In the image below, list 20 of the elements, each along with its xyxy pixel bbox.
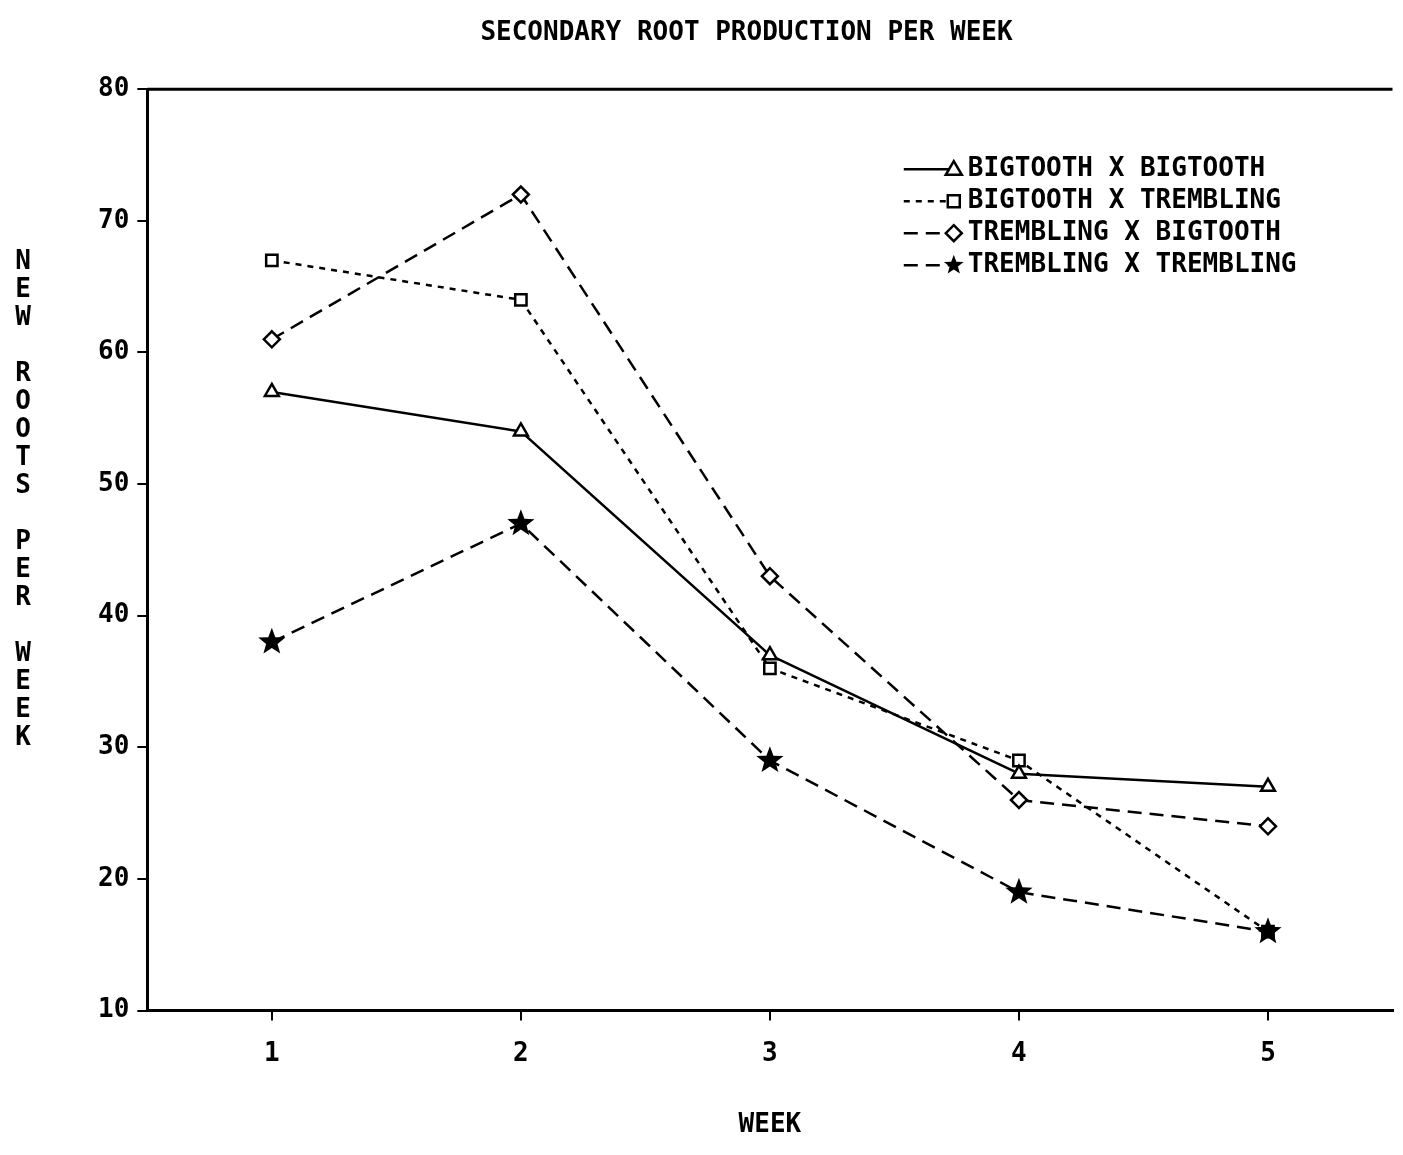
x-tick-label: 1: [264, 1036, 280, 1067]
legend-label: TREMBLING X BIGTOOTH: [967, 215, 1281, 246]
y-tick-label: 80: [97, 71, 130, 102]
chart-title: SECONDARY ROOT PRODUCTION PER WEEK: [480, 16, 1013, 47]
y-axis-title: NEW ROOTS PER WEEK: [8, 245, 38, 749]
y-tick-label: 60: [97, 335, 130, 366]
x-tick-label: 3: [762, 1036, 778, 1067]
y-tick-label: 30: [97, 730, 130, 761]
y-tick-label: 70: [97, 203, 130, 234]
legend-label: BIGTOOTH X BIGTOOTH: [967, 151, 1266, 182]
x-tick-label: 4: [1011, 1036, 1027, 1067]
y-tick-label: 10: [97, 993, 130, 1024]
x-axis-title: WEEK: [738, 1108, 802, 1139]
y-tick-label: 50: [97, 466, 130, 497]
y-tick-label: 20: [97, 861, 130, 892]
legend-label: TREMBLING X TREMBLING: [967, 247, 1297, 278]
y-tick-label: 40: [97, 598, 130, 629]
x-tick-label: 5: [1260, 1036, 1276, 1067]
legend-label: BIGTOOTH X TREMBLING: [967, 183, 1281, 214]
x-tick-label: 2: [513, 1036, 529, 1067]
